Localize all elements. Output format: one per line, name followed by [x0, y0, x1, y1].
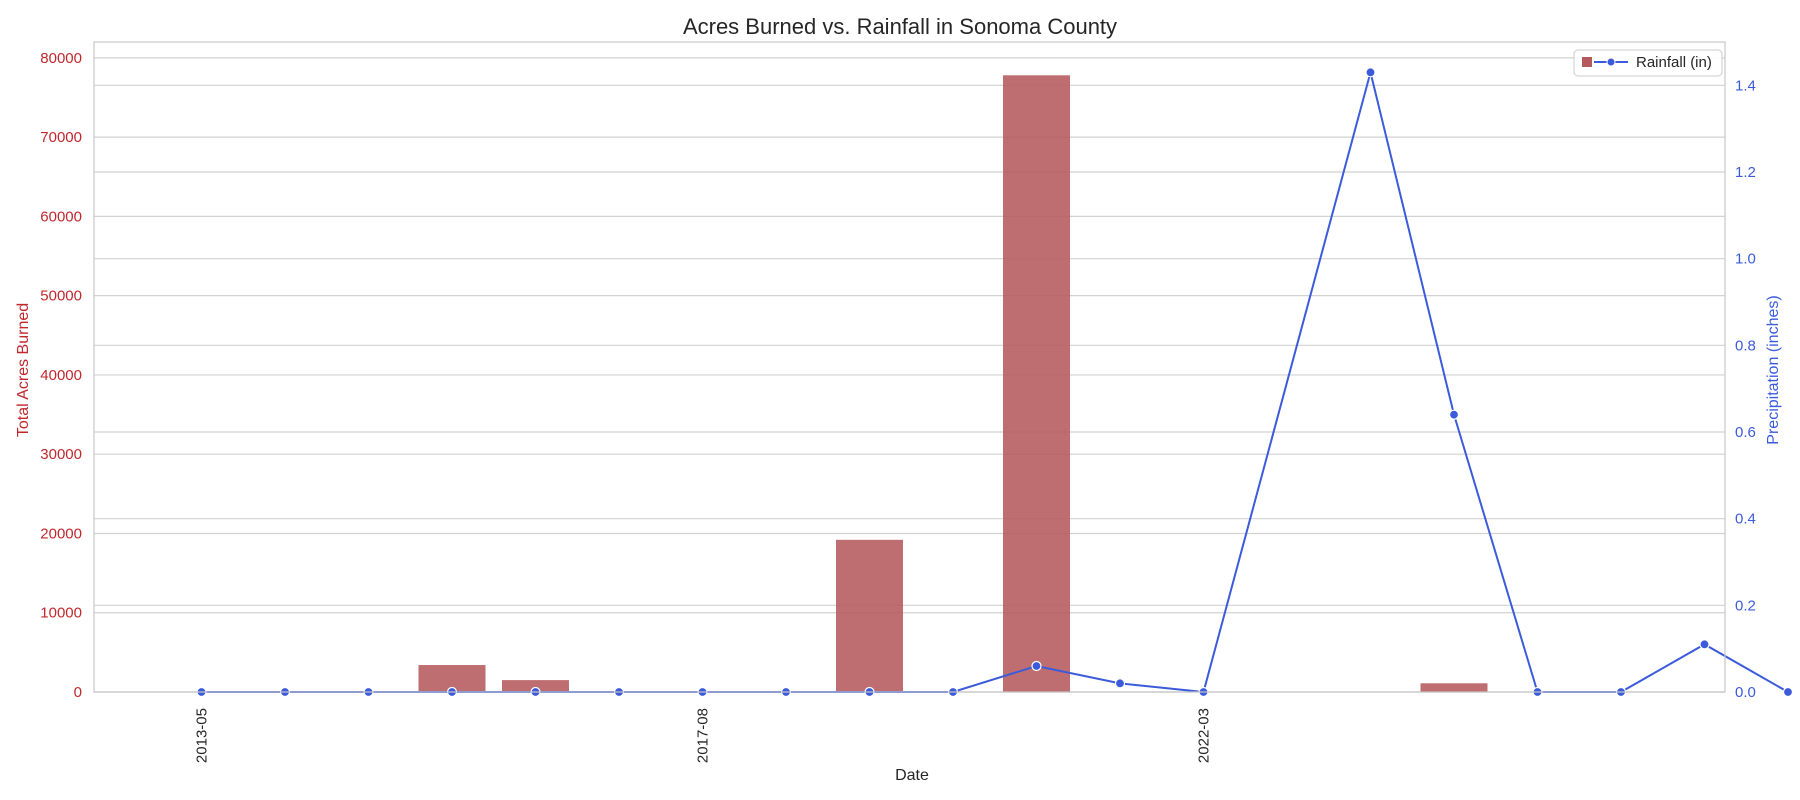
- left-tick-label-8: 80000: [40, 50, 82, 67]
- legend-label-rainfall: Rainfall (in): [1636, 54, 1712, 71]
- right-tick-label-6: 1.2: [1735, 164, 1756, 181]
- rainfall-point-11: [1114, 678, 1126, 689]
- axes: 0 10000 20000 30000 40000 50000 60000 70000 8000…: [40, 41, 1756, 763]
- x-tick-label-2: 2022-03: [1196, 708, 1213, 763]
- rainfall-point-14: [1365, 67, 1376, 78]
- left-tick-label-7: 70000: [40, 129, 82, 146]
- left-tick-label-5: 50000: [40, 288, 82, 305]
- bars: [418, 75, 1488, 693]
- plot-frame: [93, 41, 1726, 693]
- right-tick-label-7: 1.4: [1735, 77, 1756, 94]
- right-tick-label-3: 0.6: [1735, 424, 1756, 441]
- left-tick-label-1: 10000: [40, 605, 82, 622]
- legend-bar-swatch: [1582, 57, 1592, 67]
- right-axis-label: Precipitation (inches): [1765, 295, 1782, 444]
- right-tick-label-5: 1.0: [1735, 251, 1756, 268]
- left-tick-label-2: 20000: [40, 525, 82, 542]
- legend-box: [1573, 49, 1723, 77]
- x-tick-label-1: 2017-08: [695, 708, 712, 763]
- bar-8: [836, 539, 903, 692]
- left-tick-label-3: 30000: [40, 446, 82, 463]
- legend: Rainfall (in): [1573, 49, 1723, 77]
- rainfall-point-10: [1031, 660, 1042, 672]
- rainfall-point-19: [1782, 686, 1794, 698]
- left-tick-label-0: 0: [74, 684, 82, 701]
- x-tick-label-0: 2013-05: [194, 708, 211, 763]
- right-tick-label-0: 0.0: [1735, 684, 1756, 701]
- legend-marker: [1606, 57, 1616, 67]
- right-tick-label-2: 0.4: [1735, 511, 1756, 528]
- bar-10: [1003, 75, 1070, 693]
- left-tick-label-6: 60000: [40, 208, 82, 225]
- left-tick-label-4: 40000: [40, 367, 82, 384]
- rainfall-point-15: [1448, 409, 1460, 420]
- x-axis-label: Date: [895, 767, 929, 784]
- right-tick-label-1: 0.2: [1735, 597, 1756, 614]
- chart-title: Acres Burned vs. Rainfall in Sonoma Coun…: [683, 14, 1117, 39]
- rainfall-point-18: [1699, 639, 1710, 650]
- bar-4: [502, 680, 569, 692]
- bar-15: [1420, 683, 1488, 692]
- left-axis-label: Total Acres Burned: [15, 303, 32, 437]
- right-tick-label-4: 0.8: [1735, 337, 1756, 354]
